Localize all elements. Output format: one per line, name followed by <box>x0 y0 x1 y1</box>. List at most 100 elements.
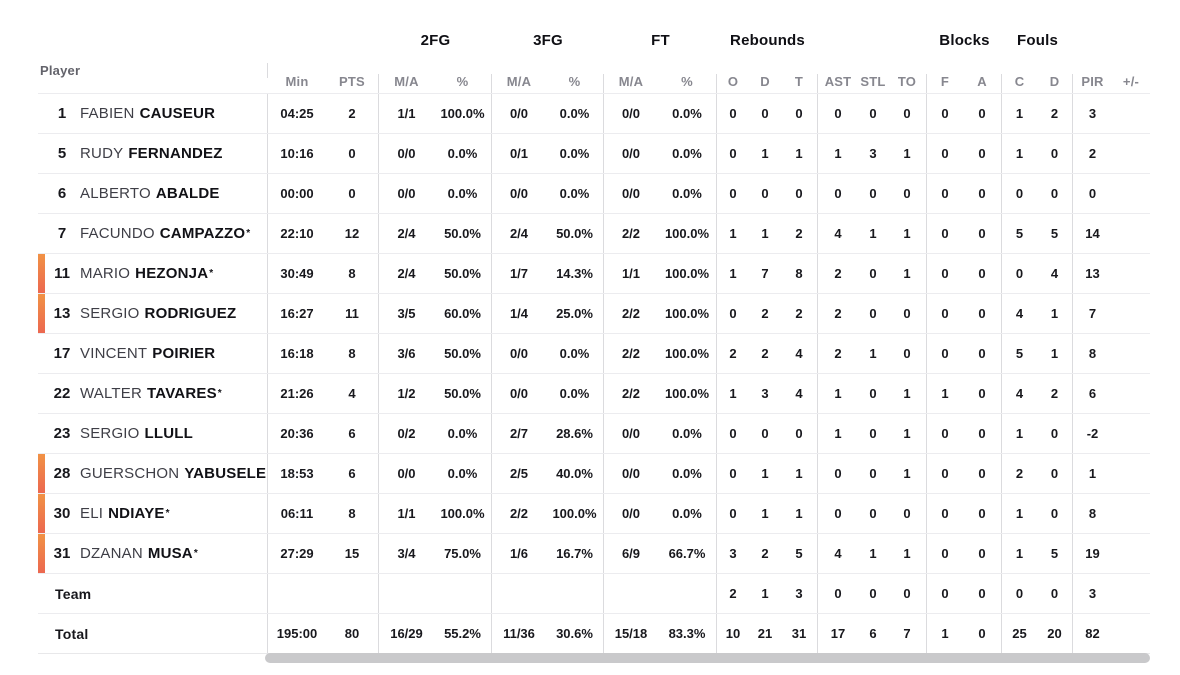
cell-stl: 0 <box>869 306 877 321</box>
cell-3fg-ma: 0/1 <box>509 146 529 161</box>
cell-3fg-pct: 28.6% <box>546 414 604 453</box>
cell-ast: 2 <box>834 306 842 321</box>
player-row[interactable]: 28 GUERSCHON YABUSELE 18:53 6 0/0 0.0% 2/5 40.0%… <box>38 453 1150 493</box>
column-header-stl: STL <box>860 74 886 89</box>
cell-min: 30:49 <box>280 266 314 281</box>
starter-mark: * <box>165 507 170 519</box>
cell-2fg-pct: 0.0% <box>434 134 492 173</box>
player-cell: Team <box>38 574 268 613</box>
cell-blk-a: 0 <box>963 534 1002 573</box>
cell-ast: 0 <box>834 506 842 521</box>
cell-blk-f: 0 <box>941 186 949 201</box>
cell-stl: 6 <box>869 626 877 641</box>
cell-foul-c: 4 <box>1015 306 1024 321</box>
cell-reb-t: 2 <box>781 294 818 333</box>
player-first-name: SERGIO <box>80 305 140 322</box>
cell-foul-c: 0 <box>1015 586 1024 601</box>
cell-plus-minus <box>1112 134 1150 173</box>
player-first-name: DZANAN <box>80 545 143 562</box>
cell-plus-minus <box>1112 494 1150 533</box>
cell-foul-c: 0 <box>1015 186 1024 201</box>
cell-reb-t: 8 <box>781 254 818 293</box>
cell-2fg-ma: 16/29 <box>390 626 423 641</box>
cell-2fg-pct: 55.2% <box>434 614 492 653</box>
cell-plus-minus <box>1112 214 1150 253</box>
cell-to: 0 <box>888 294 927 333</box>
cell-blk-a: 0 <box>963 334 1002 373</box>
player-row[interactable]: 17 VINCENT POIRIER 16:18 8 3/6 50.0% 0/0 0.0% 2/2… <box>38 333 1150 373</box>
cell-to: 1 <box>888 454 927 493</box>
cell-foul-d: 0 <box>1037 574 1073 613</box>
player-row[interactable]: 23 SERGIO LLULL 20:36 6 0/2 0.0% 2/7 28.6% 0/0 0.0… <box>38 413 1150 453</box>
cell-2fg-ma <box>379 574 434 613</box>
player-last-name: FERNANDEZ <box>128 145 223 162</box>
player-cell: Total <box>38 614 268 653</box>
cell-blk-f: 0 <box>941 266 949 281</box>
group-header-row: 2FG 3FG FT Rebounds Blocks Fouls <box>38 20 1150 48</box>
cell-foul-c: 0 <box>1015 266 1024 281</box>
cell-pts: 2 <box>326 94 379 133</box>
player-row[interactable]: 1 FABIEN CAUSEUR 04:25 2 1/1 100.0% 0/0 0.0% 0/0 0… <box>38 93 1150 133</box>
cell-pts: 12 <box>326 214 379 253</box>
cell-ft-ma: 2/2 <box>621 386 641 401</box>
column-header-foul-c: C <box>1014 74 1025 89</box>
player-cell: 7 FACUNDO CAMPAZZO * <box>38 214 268 253</box>
cell-2fg-ma: 3/5 <box>397 306 416 321</box>
player-cell: 22 WALTER TAVARES * <box>38 374 268 413</box>
cell-3fg-ma: 1/4 <box>509 306 529 321</box>
cell-foul-d: 0 <box>1037 494 1073 533</box>
cell-ft-ma: 0/0 <box>621 146 641 161</box>
cell-3fg-pct: 30.6% <box>546 614 604 653</box>
cell-pir: 1 <box>1088 466 1097 481</box>
player-row[interactable]: 5 RUDY FERNANDEZ 10:16 0 0/0 0.0% 0/1 0.0% 0/0 0.0… <box>38 133 1150 173</box>
cell-reb-d: 2 <box>761 306 769 321</box>
player-first-name: FABIEN <box>80 105 135 122</box>
cell-reb-o: 1 <box>729 386 737 401</box>
column-header-plus-minus: +/- <box>1122 74 1140 89</box>
cell-ft-pct <box>658 574 717 613</box>
cell-ft-pct: 100.0% <box>658 254 717 293</box>
cell-ast: 1 <box>834 386 842 401</box>
cell-min: 20:36 <box>280 426 314 441</box>
player-row[interactable]: 31 DZANAN MUSA * 27:29 15 3/4 75.0% 1/6 16.7% 6/9 6… <box>38 533 1150 573</box>
cell-ft-pct: 0.0% <box>658 454 717 493</box>
player-row[interactable]: 7 FACUNDO CAMPAZZO * 22:10 12 2/4 50.0% 2/4 50.0%… <box>38 213 1150 253</box>
cell-blk-a: 0 <box>963 94 1002 133</box>
cell-foul-c: 2 <box>1015 466 1024 481</box>
player-row[interactable]: 13 SERGIO RODRIGUEZ 16:27 11 3/5 60.0% 1/4 25.0%… <box>38 293 1150 333</box>
cell-ast: 2 <box>834 266 842 281</box>
cell-ast: 0 <box>834 466 842 481</box>
cell-reb-d: 2 <box>761 546 769 561</box>
player-row[interactable]: 22 WALTER TAVARES * 21:26 4 1/2 50.0% 0/0 0.0% 2/2… <box>38 373 1150 413</box>
cell-2fg-pct: 60.0% <box>434 294 492 333</box>
cell-stl: 3 <box>869 146 877 161</box>
jersey-number: 1 <box>57 105 67 122</box>
cell-3fg-pct: 50.0% <box>546 214 604 253</box>
player-row[interactable]: 6 ALBERTO ABALDE 00:00 0 0/0 0.0% 0/0 0.0% 0/0 0.0… <box>38 173 1150 213</box>
cell-plus-minus <box>1112 614 1150 653</box>
cell-min: 18:53 <box>280 466 314 481</box>
cell-foul-c: 5 <box>1015 226 1024 241</box>
cell-3fg-ma: 0/0 <box>509 106 529 121</box>
column-header-ast: AST <box>824 74 852 89</box>
cell-stl: 0 <box>869 186 877 201</box>
cell-3fg-pct: 0.0% <box>546 334 604 373</box>
cell-reb-d: 0 <box>761 106 769 121</box>
cell-stl: 0 <box>869 466 877 481</box>
on-court-indicator <box>38 294 45 333</box>
cell-blk-f: 1 <box>941 626 949 641</box>
player-first-name: RUDY <box>80 145 124 162</box>
player-last-name: ABALDE <box>155 185 220 202</box>
cell-ft-ma: 2/2 <box>621 226 641 241</box>
cell-stl: 1 <box>869 346 877 361</box>
cell-stl: 0 <box>869 506 877 521</box>
player-row[interactable]: 30 ELI NDIAYE * 06:11 8 1/1 100.0% 2/2 100.0% 0/0 0… <box>38 493 1150 533</box>
horizontal-scrollbar-thumb[interactable] <box>265 653 1150 663</box>
cell-pir: 14 <box>1085 226 1100 241</box>
player-last-name: TAVARES <box>147 385 217 402</box>
cell-ast: 1 <box>834 146 842 161</box>
player-row[interactable]: 11 MARIO HEZONJA * 30:49 8 2/4 50.0% 1/7 14.3% 1/1… <box>38 253 1150 293</box>
cell-reb-o: 3 <box>729 546 737 561</box>
cell-ft-pct: 0.0% <box>658 414 717 453</box>
cell-ft-pct: 100.0% <box>658 294 717 333</box>
